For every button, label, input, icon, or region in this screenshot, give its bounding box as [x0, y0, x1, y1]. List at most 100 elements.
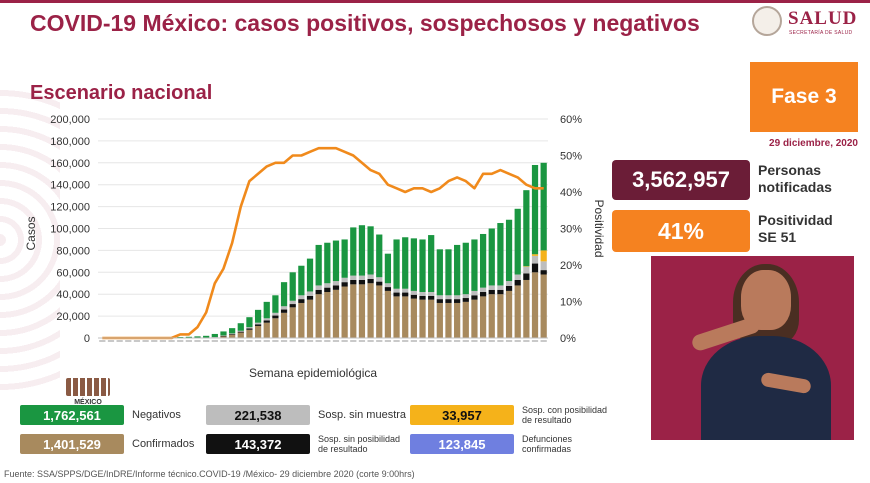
bar-segment	[540, 250, 547, 262]
bar-segment	[393, 288, 400, 293]
bar-segment	[289, 304, 296, 308]
legend-con-posibilidad: 33,957 Sosp. con posibilidad de resultad…	[410, 405, 607, 425]
bar-segment	[428, 295, 435, 300]
x-tick-mark	[332, 340, 340, 342]
bar-segment	[298, 302, 305, 338]
x-tick-mark	[462, 340, 469, 342]
bar-segment	[289, 300, 296, 305]
bar-segment	[488, 289, 495, 295]
y2-tick-label: 0%	[560, 333, 576, 345]
legend-sin-muestra: 221,538 Sosp. sin muestra	[206, 405, 406, 425]
x-tick-mark	[229, 340, 236, 342]
y-tick-label: 120,000	[50, 202, 90, 214]
bar-segment	[479, 292, 487, 297]
bar-segment	[514, 208, 521, 275]
bar-segment	[306, 295, 314, 300]
x-tick-mark	[514, 340, 521, 342]
x-tick-mark	[142, 340, 149, 342]
bar-segment	[454, 244, 461, 296]
legend-defunciones: 123,845 Defunciones confirmadas	[410, 434, 572, 454]
bar-segment	[203, 335, 210, 338]
bar-segment	[280, 309, 288, 313]
bar-segment	[540, 270, 547, 275]
top-accent-line	[0, 0, 870, 3]
bar-segment	[505, 219, 513, 282]
mexico-logo: MÉXICO	[66, 378, 110, 406]
y-tick-label: 20,000	[56, 311, 90, 323]
bar-segment	[229, 334, 236, 335]
bar-segment	[410, 294, 417, 299]
x-tick-mark	[393, 340, 400, 342]
positividad-label-line2: SE 51	[758, 229, 797, 245]
seal-icon	[752, 6, 782, 36]
bar-segment	[376, 285, 383, 338]
bar-segment	[376, 234, 383, 278]
bar-segment	[471, 290, 478, 296]
bar-segment	[350, 279, 357, 285]
bar-segment	[298, 265, 305, 296]
bar-segment	[454, 295, 461, 300]
x-tick-mark	[133, 340, 141, 342]
bar-segment	[280, 306, 288, 310]
legend-negativos-value: 1,762,561	[20, 405, 124, 425]
legend-con-posibilidad-label-line1: Sosp. con posibilidad	[522, 405, 608, 415]
personas-label: Personas notificadas	[758, 162, 832, 196]
bar-segment	[263, 320, 270, 323]
bar-segment	[341, 282, 348, 287]
personas-label-line1: Personas	[758, 162, 822, 178]
bar-segment	[384, 287, 392, 291]
bar-segment	[436, 249, 443, 296]
bar-segment	[358, 275, 366, 280]
legend-sin-posibilidad-label-line1: Sosp. sin posibilidad	[318, 434, 401, 444]
x-tick-mark	[497, 340, 504, 342]
bar-segment	[419, 295, 426, 300]
bar-segment	[402, 292, 409, 297]
x-tick-mark	[168, 340, 175, 342]
bar-segment	[531, 254, 539, 256]
section-subtitle: Escenario nacional	[30, 82, 213, 104]
chart-bars	[99, 162, 547, 339]
legend-sin-posibilidad-label-line2: de resultado	[318, 444, 368, 454]
bar-segment	[410, 238, 417, 291]
bar-segment	[523, 279, 530, 338]
bar-segment	[306, 299, 314, 338]
x-tick-mark	[350, 340, 357, 342]
bar-segment	[523, 266, 530, 274]
x-tick-mark	[220, 340, 227, 342]
legend-confirmados-label: Confirmados	[132, 438, 195, 450]
bar-segment	[462, 301, 469, 338]
bar-segment	[298, 295, 305, 300]
personas-label-line2: notificadas	[758, 179, 832, 195]
bar-segment	[419, 239, 426, 293]
bar-segment	[402, 288, 409, 293]
x-tick-mark	[254, 340, 262, 342]
x-tick-mark	[246, 340, 253, 342]
page-title: COVID-19 México: casos positivos, sospec…	[30, 10, 700, 36]
bar-segment	[324, 287, 331, 293]
bar-segment	[194, 336, 201, 338]
bar-segment	[488, 285, 495, 290]
bar-segment	[367, 226, 374, 275]
bar-segment	[220, 331, 227, 336]
legend-con-posibilidad-value: 33,957	[410, 405, 514, 425]
x-tick-mark	[479, 340, 487, 342]
bar-segment	[254, 325, 262, 338]
bar-segment	[514, 285, 521, 338]
y-tick-label: 200,000	[50, 114, 90, 126]
x-tick-mark	[540, 340, 547, 342]
bar-segment	[419, 292, 426, 296]
x-tick-mark	[272, 340, 279, 342]
bar-segment	[531, 255, 539, 264]
bar-segment	[384, 253, 392, 284]
legend-sin-posibilidad-label: Sosp. sin posibilidad de resultado	[318, 434, 400, 454]
source-footer: Fuente: SSA/SPPS/DGE/InDRE/Informe técni…	[4, 469, 415, 479]
bar-segment	[445, 295, 452, 300]
legend-sin-muestra-label: Sosp. sin muestra	[318, 409, 407, 421]
bar-segment	[471, 299, 478, 338]
x-tick-mark	[428, 340, 435, 342]
bar-segment	[367, 283, 374, 338]
bar-segment	[436, 302, 443, 338]
x-tick-mark	[402, 340, 409, 342]
bar-segment	[332, 285, 340, 290]
